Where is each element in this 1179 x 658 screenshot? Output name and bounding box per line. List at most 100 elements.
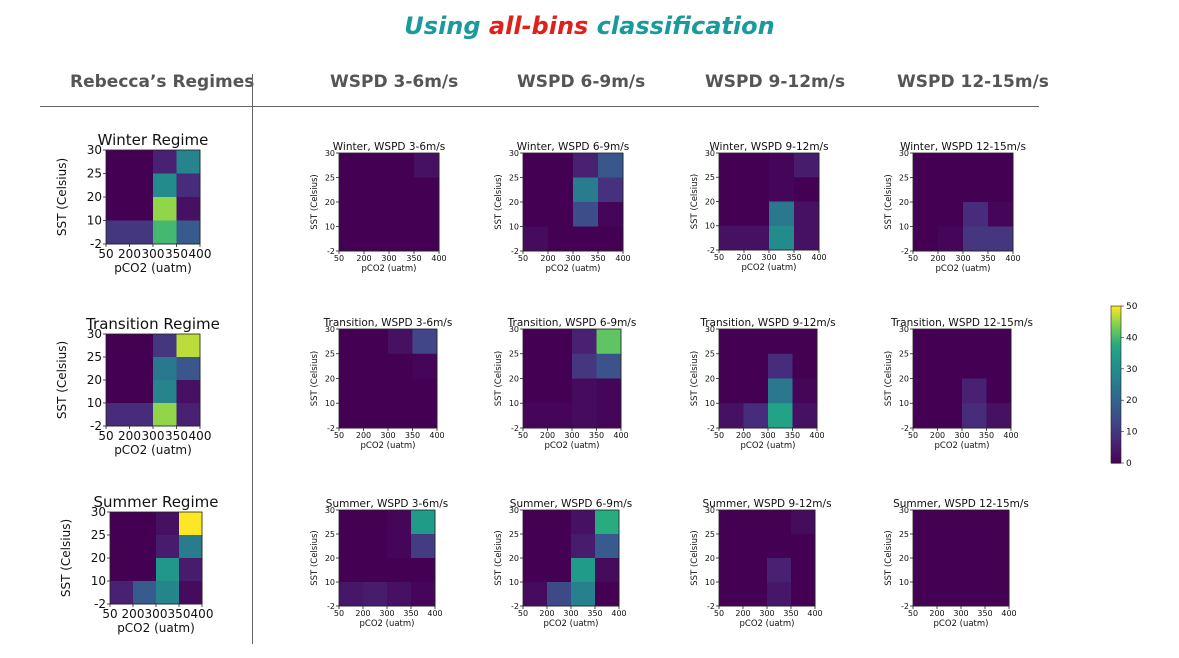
heatmap-cell: [414, 226, 440, 252]
heatmap-cell: [363, 353, 389, 379]
x-tick-label: 350: [589, 431, 604, 440]
colorbar-segment: [1111, 329, 1121, 333]
heatmap-cell: [792, 378, 818, 404]
heatmap-cell: [767, 582, 792, 607]
heatmap-cell: [913, 353, 938, 379]
heatmap-cell: [986, 403, 1012, 429]
y-tick-label: -2: [707, 246, 715, 255]
heatmap-cell: [937, 329, 963, 355]
y-tick-label: 20: [705, 374, 715, 383]
x-tick-label: 400: [429, 431, 444, 440]
heatmap-cell: [339, 226, 365, 252]
x-tick-label: 200: [122, 607, 145, 621]
x-tick-label: 300: [954, 431, 969, 440]
heatmap-cell: [176, 334, 201, 358]
heatmap-cell: [596, 403, 622, 429]
heatmap-cell: [988, 202, 1014, 227]
heatmap-cell: [572, 329, 597, 355]
x-tick-label: 400: [189, 247, 212, 261]
x-tick-label: 50: [908, 431, 918, 440]
heatmap-cell: [179, 558, 203, 582]
y-tick-label: -2: [327, 424, 335, 433]
colorbar-segment: [1111, 460, 1121, 464]
x-tick-label: 350: [168, 607, 191, 621]
colorbar-segment: [1111, 332, 1121, 336]
heatmap-cell: [719, 534, 744, 559]
x-tick-label: 50: [334, 431, 344, 440]
x-tick-label: 350: [406, 254, 421, 263]
heatmap-cell: [595, 582, 620, 607]
heatmap-cell: [179, 581, 203, 605]
heatmap-cell: [363, 582, 388, 607]
heatmap-cell: [412, 378, 438, 404]
y-tick-label: 30: [509, 506, 519, 515]
x-tick-label: 300: [563, 609, 578, 618]
colorbar-segment: [1111, 408, 1121, 412]
heatmap-cell: [913, 558, 938, 583]
heatmap-cell: [571, 582, 596, 607]
x-tick-label: 350: [785, 431, 800, 440]
heatmap-cell: [339, 353, 364, 379]
x-tick-label: 400: [615, 254, 630, 263]
heatmap-cell: [719, 378, 744, 404]
heatmap-cell: [743, 534, 768, 559]
x-tick-label: 400: [189, 429, 212, 443]
heatmap-cell: [414, 202, 440, 227]
heatmap-cell: [768, 378, 793, 404]
heatmap-cell: [110, 512, 134, 536]
colorbar-segment: [1111, 413, 1121, 417]
y-tick-label: 30: [899, 149, 909, 158]
y-tick-label: 30: [899, 325, 909, 334]
y-axis-label: SST (Celsius): [494, 174, 504, 229]
heatmap-cell: [937, 582, 962, 607]
y-tick-label: 20: [509, 554, 519, 563]
x-tick-label: 400: [191, 607, 214, 621]
heatmap-cell: [156, 512, 180, 536]
heatmap-cell: [719, 177, 745, 202]
y-tick-label: 25: [325, 350, 335, 359]
y-tick-label: -2: [327, 247, 335, 256]
heatmap-cell: [937, 378, 963, 404]
heatmap-cell: [744, 201, 770, 227]
colorbar-segment: [1111, 363, 1121, 367]
heatmap-cell: [387, 558, 412, 583]
x-axis-label: pCO2 (uatm): [117, 621, 195, 635]
x-tick-label: 400: [427, 609, 442, 618]
heatmap-cell: [339, 403, 364, 429]
y-axis-label: SST (Celsius): [884, 530, 894, 585]
heatmap-cell: [523, 226, 549, 252]
colorbar-segment: [1111, 350, 1121, 354]
colorbar-frame: [1110, 305, 1122, 464]
y-tick-label: -2: [901, 247, 909, 256]
x-tick-label: 50: [334, 254, 344, 263]
heatmap-cell: [523, 534, 548, 559]
col-header-4: WSPD 12-15m/s: [897, 72, 1049, 92]
colorbar-segment: [1111, 410, 1121, 414]
heatmap-cell: [743, 403, 769, 429]
colorbar-segment: [1111, 316, 1121, 320]
heatmap-cell: [339, 329, 364, 355]
x-axis-label: pCO2 (uatm): [362, 264, 417, 274]
x-tick-label: 300: [565, 254, 580, 263]
heatmap-cell: [153, 197, 177, 221]
column-divider: [252, 74, 253, 644]
col-header-2: WSPD 6-9m/s: [517, 72, 646, 92]
heatmap-cell: [106, 220, 130, 245]
heatmap-cell: [110, 558, 134, 582]
y-axis-label: SST (Celsius): [310, 351, 320, 406]
heatmap-cell: [913, 329, 938, 355]
colorbar-segment: [1111, 402, 1121, 407]
colorbar-segment: [1111, 340, 1121, 344]
panel-title: Summer, WSPD 6-9m/s: [510, 498, 632, 510]
y-tick-label: 20: [899, 554, 909, 563]
colorbar-segment: [1111, 421, 1121, 425]
x-tick-label: 300: [760, 431, 775, 440]
heatmap-cell: [791, 558, 816, 583]
heatmap-cell: [547, 558, 572, 583]
x-tick-label: 400: [1005, 254, 1020, 263]
y-tick-label: 25: [325, 530, 335, 539]
heatmap-cell: [339, 534, 364, 559]
heatmap-cell: [985, 582, 1010, 607]
heatmap-cell: [986, 378, 1012, 404]
colorbar-segment: [1111, 442, 1121, 446]
